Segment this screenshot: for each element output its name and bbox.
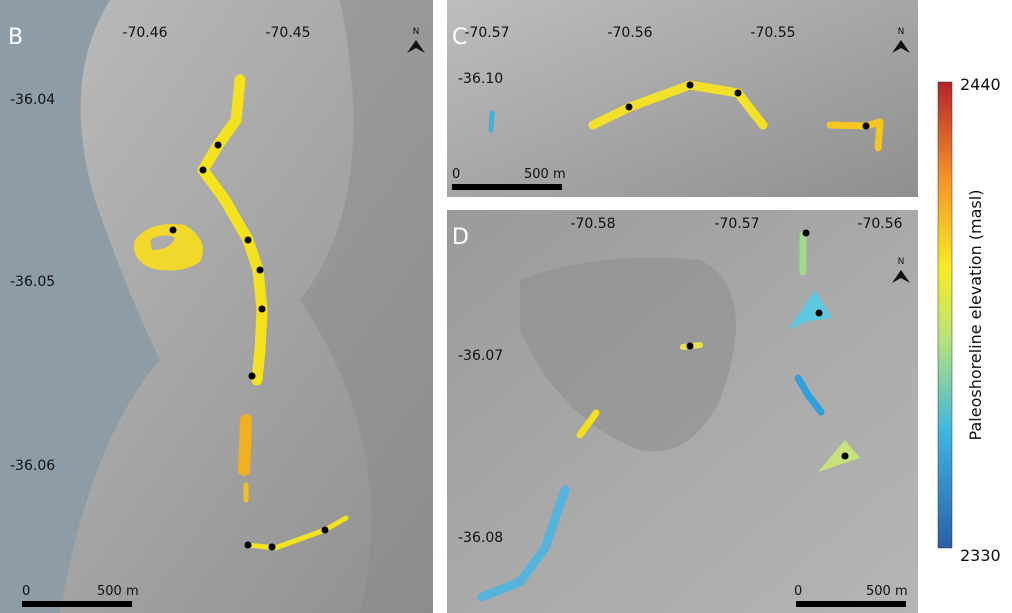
shoreline [491, 113, 492, 130]
x-tick-label: -70.55 [750, 25, 795, 41]
y-tick-label: -36.05 [10, 274, 55, 290]
scale-label: 500 m [524, 167, 566, 182]
scale-label: 0 [22, 584, 30, 599]
panel-b: B -70.46 -70.45 -36.04 -36.05 -36.06 N 0… [0, 0, 433, 613]
y-tick-label: -36.10 [458, 71, 503, 87]
colorbar-min: 2330 [960, 546, 1001, 565]
panel-label: D [452, 225, 469, 250]
figure: B -70.46 -70.45 -36.04 -36.05 -36.06 N 0… [0, 0, 1012, 613]
y-tick-label: -36.06 [10, 458, 55, 474]
panel-label: B [8, 25, 23, 50]
colorbar-title: Paleoshoreline elevation (masl) [966, 190, 985, 441]
north-label: N [413, 27, 420, 37]
scale-label: 500 m [97, 584, 139, 599]
scale-bar [452, 184, 562, 190]
north-label: N [898, 257, 905, 267]
panel-c: C -70.57 -70.56 -70.55 -36.10 N 0 500 m [447, 0, 918, 197]
x-tick-label: -70.56 [857, 216, 902, 232]
scale-label: 0 [452, 167, 460, 182]
terrain [447, 0, 918, 197]
north-label: N [898, 27, 905, 37]
x-tick-label: -70.46 [122, 25, 167, 41]
scale-bar [22, 601, 132, 607]
x-tick-label: -70.58 [570, 216, 615, 232]
x-tick-label: -70.45 [265, 25, 310, 41]
y-tick-label: -36.04 [10, 92, 55, 108]
x-tick-label: -70.57 [714, 216, 759, 232]
scale-label: 0 [794, 584, 802, 599]
x-tick-label: -70.57 [464, 25, 509, 41]
scale-label: 500 m [866, 584, 908, 599]
colorbar-ramp [938, 82, 952, 548]
y-tick-label: -36.08 [458, 530, 503, 546]
shoreline [244, 420, 246, 470]
panel-d: D -70.58 -70.57 -70.56 -36.07 -36.08 N 0… [447, 210, 918, 613]
scale-bar [796, 601, 906, 607]
colorbar-max: 2440 [960, 75, 1001, 94]
x-tick-label: -70.56 [607, 25, 652, 41]
colorbar: 2440 2330 Paleoshoreline elevation (masl… [938, 75, 1001, 565]
y-tick-label: -36.07 [458, 348, 503, 364]
